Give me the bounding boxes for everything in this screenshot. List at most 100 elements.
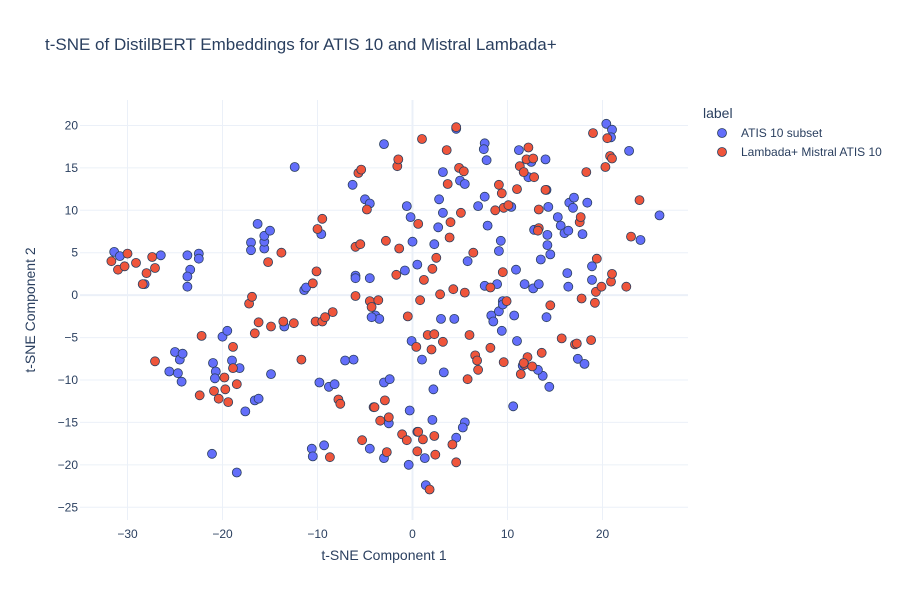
data-point[interactable] <box>434 194 445 205</box>
data-point[interactable] <box>478 144 489 155</box>
data-point[interactable] <box>314 377 325 388</box>
data-point[interactable] <box>196 330 207 341</box>
data-point[interactable] <box>556 333 567 344</box>
legend-item-lambada[interactable]: Lambada+ Mistral ATIS 10 <box>717 145 883 159</box>
data-point[interactable] <box>437 336 448 347</box>
data-point[interactable] <box>407 236 418 247</box>
data-point[interactable] <box>366 302 377 312</box>
data-point[interactable] <box>364 273 375 284</box>
data-point[interactable] <box>404 405 415 416</box>
data-point[interactable] <box>601 118 612 129</box>
data-point[interactable] <box>587 261 597 272</box>
data-point[interactable] <box>591 253 602 264</box>
data-point[interactable] <box>501 296 512 307</box>
data-point[interactable] <box>356 164 367 175</box>
data-point[interactable] <box>319 440 330 451</box>
data-point[interactable] <box>263 257 274 268</box>
data-point[interactable] <box>431 252 442 263</box>
data-point[interactable] <box>455 207 466 218</box>
data-point[interactable] <box>209 373 220 384</box>
data-point[interactable] <box>451 122 462 133</box>
data-point[interactable] <box>429 239 440 250</box>
data-point[interactable] <box>164 366 175 377</box>
data-point[interactable] <box>265 225 275 236</box>
data-point[interactable] <box>418 274 429 285</box>
data-point[interactable] <box>496 188 507 199</box>
data-point[interactable] <box>172 368 183 379</box>
data-point[interactable] <box>555 220 566 231</box>
data-point[interactable] <box>626 231 636 242</box>
data-point[interactable] <box>155 250 166 261</box>
data-point[interactable] <box>307 451 318 462</box>
data-point[interactable] <box>193 253 204 264</box>
data-point[interactable] <box>253 393 264 404</box>
data-point[interactable] <box>459 179 470 189</box>
data-point[interactable] <box>399 265 410 276</box>
data-point[interactable] <box>542 229 553 240</box>
data-point[interactable] <box>379 395 390 406</box>
data-point[interactable] <box>194 390 205 401</box>
data-point[interactable] <box>231 467 242 478</box>
data-point[interactable] <box>588 128 598 139</box>
data-point[interactable] <box>451 457 462 468</box>
data-point[interactable] <box>563 281 574 292</box>
data-point[interactable] <box>448 284 459 295</box>
data-point[interactable] <box>462 256 473 267</box>
data-point[interactable] <box>462 374 473 385</box>
data-point[interactable] <box>375 415 386 426</box>
data-point[interactable] <box>512 184 522 195</box>
data-point[interactable] <box>288 318 299 329</box>
data-point[interactable] <box>246 245 256 256</box>
data-point[interactable] <box>481 155 492 166</box>
data-point[interactable] <box>417 434 428 445</box>
data-point[interactable] <box>340 355 351 366</box>
data-point[interactable] <box>266 369 276 380</box>
data-point[interactable] <box>311 266 322 277</box>
data-point[interactable] <box>533 279 544 290</box>
data-point[interactable] <box>544 381 555 392</box>
data-point[interactable] <box>485 342 496 353</box>
data-point[interactable] <box>320 312 331 323</box>
data-point[interactable] <box>424 484 435 495</box>
data-point[interactable] <box>495 235 506 246</box>
data-point[interactable] <box>361 204 372 215</box>
data-point[interactable] <box>602 133 613 144</box>
data-point[interactable] <box>479 191 490 202</box>
data-point[interactable] <box>634 195 645 206</box>
data-point[interactable] <box>473 364 484 375</box>
data-point[interactable] <box>177 348 188 359</box>
data-point[interactable] <box>533 204 544 215</box>
data-point[interactable] <box>529 172 539 183</box>
data-point[interactable] <box>429 329 440 340</box>
data-point[interactable] <box>228 363 238 374</box>
data-point[interactable] <box>519 279 530 290</box>
data-point[interactable] <box>182 281 193 292</box>
data-point[interactable] <box>430 449 441 460</box>
data-point[interactable] <box>607 268 617 279</box>
data-point[interactable] <box>131 257 141 268</box>
data-point[interactable] <box>252 218 263 229</box>
data-point[interactable] <box>528 153 539 164</box>
data-point[interactable] <box>335 398 346 409</box>
data-point[interactable] <box>576 293 587 304</box>
data-point[interactable] <box>514 145 524 156</box>
data-point[interactable] <box>493 246 504 256</box>
data-point[interactable] <box>366 312 377 323</box>
data-point[interactable] <box>587 274 597 285</box>
data-point[interactable] <box>228 341 238 352</box>
data-point[interactable] <box>527 361 538 372</box>
data-point[interactable] <box>436 313 446 324</box>
data-point[interactable] <box>289 162 300 172</box>
data-point[interactable] <box>572 353 583 364</box>
data-point[interactable] <box>247 291 257 302</box>
data-point[interactable] <box>545 249 556 260</box>
data-point[interactable] <box>208 358 218 368</box>
data-point[interactable] <box>176 376 187 387</box>
data-point[interactable] <box>447 439 458 450</box>
data-point[interactable] <box>209 386 219 396</box>
data-point[interactable] <box>621 281 632 292</box>
data-point[interactable] <box>563 225 574 236</box>
data-point[interactable] <box>552 212 563 223</box>
data-point[interactable] <box>497 267 508 278</box>
data-point[interactable] <box>391 269 402 280</box>
